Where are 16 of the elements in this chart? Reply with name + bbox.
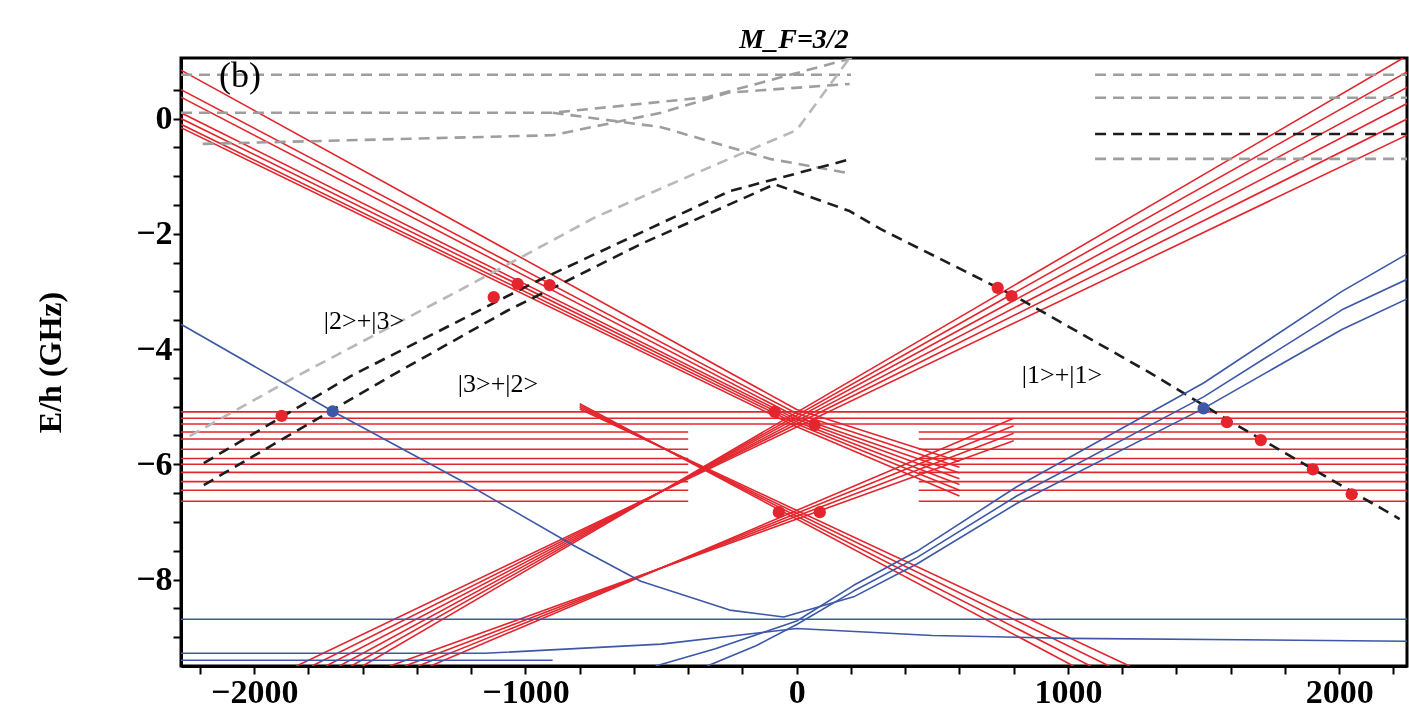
annotation: (b): [219, 55, 261, 95]
y-tick-label: −4: [136, 329, 173, 367]
x-tick-label: 2000: [1305, 672, 1374, 706]
x-tick-label: 1000: [1034, 672, 1103, 706]
x-tick-label: −1000: [482, 672, 570, 706]
annotation: |3>+|2>: [457, 369, 539, 398]
annotation: |2>+|3>: [323, 306, 405, 335]
y-axis-title: E/h (GHz): [31, 291, 68, 434]
y-tick-label: −8: [136, 560, 173, 598]
y-tick-label: −6: [136, 444, 173, 482]
chart-title: M_F=3/2: [738, 23, 849, 54]
y-tick-label: −2: [136, 214, 173, 252]
y-tick-label: 0: [155, 99, 173, 137]
x-tick-label: 0: [788, 672, 806, 706]
annotation: |1>+|1>: [1021, 360, 1103, 389]
x-tick-label: −2000: [211, 672, 299, 706]
